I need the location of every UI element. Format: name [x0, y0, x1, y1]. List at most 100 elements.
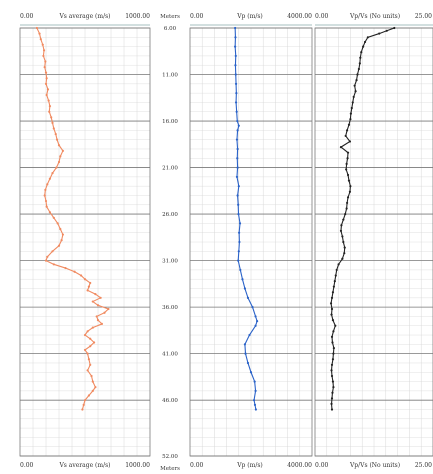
- ratio-point: [335, 268, 338, 272]
- vs-point: [86, 352, 89, 355]
- vs-point: [93, 341, 96, 344]
- vp-point: [252, 399, 256, 402]
- vp-point: [234, 36, 237, 39]
- vs-curve: [36, 27, 110, 410]
- vp-point: [237, 124, 240, 127]
- vs-point: [73, 270, 76, 273]
- vp-curve: [234, 27, 258, 410]
- ratio-point: [344, 212, 347, 216]
- vp-point: [236, 129, 239, 132]
- ratio-point: [353, 84, 356, 87]
- ratio-point: [331, 319, 335, 322]
- ratio-point: [358, 62, 361, 65]
- vp-point: [234, 82, 238, 85]
- vs-point: [38, 32, 41, 35]
- ratio-point: [330, 296, 334, 299]
- vs-point: [107, 307, 110, 311]
- vp-point: [254, 389, 257, 392]
- ratio-point: [330, 408, 334, 411]
- vp-header-max: 4000.00: [287, 13, 312, 20]
- ratio-point: [349, 118, 352, 121]
- ratio-point: [348, 190, 352, 193]
- ratio-point: [349, 185, 352, 188]
- vp-header-min: 0.00: [190, 13, 204, 20]
- vs-point: [90, 374, 93, 378]
- vs-point: [44, 188, 47, 191]
- vs-point: [83, 278, 87, 281]
- ratio-point: [345, 168, 348, 171]
- vs-point: [45, 77, 48, 80]
- ratio-header-max: 25.00: [415, 13, 432, 20]
- vp-footer-label: Vp (m/s): [236, 462, 263, 469]
- vs-track-frame: [19, 27, 151, 457]
- vs-point: [35, 26, 39, 30]
- vs-point: [48, 211, 52, 214]
- vs-point: [50, 116, 53, 119]
- vs-point: [57, 244, 61, 247]
- ratio-point: [333, 279, 336, 283]
- ratio-point: [393, 26, 396, 30]
- depth-tick-label: 6.00: [164, 26, 177, 32]
- vs-point: [59, 155, 62, 158]
- vs-point: [80, 274, 83, 277]
- vp-point: [236, 119, 239, 123]
- ratio-point: [330, 307, 334, 311]
- vs-point: [44, 71, 48, 74]
- vp-point: [237, 212, 240, 216]
- ratio-point: [385, 29, 388, 32]
- ratio-footer-label: Vp/Vs (No units): [349, 462, 400, 469]
- ratio-point: [332, 346, 335, 350]
- vs-point: [44, 82, 48, 85]
- vp-point: [235, 110, 238, 113]
- vp-point: [251, 306, 254, 309]
- vs-point: [48, 177, 52, 180]
- vs-point: [52, 263, 55, 266]
- ratio-point: [343, 252, 346, 255]
- vs-point: [87, 358, 90, 361]
- vp-point: [238, 222, 242, 225]
- ratio-point: [356, 73, 359, 76]
- ratio-point: [340, 224, 343, 227]
- vp-point: [237, 185, 240, 188]
- vp-point: [234, 64, 237, 67]
- ratio-point: [378, 32, 381, 35]
- ratio-point: [342, 218, 345, 221]
- depth-tick-label: 16.00: [162, 119, 178, 125]
- vs-point: [45, 93, 48, 97]
- ratio-point: [347, 179, 351, 182]
- ratio-point: [330, 363, 334, 366]
- vp-point: [237, 250, 240, 253]
- vs-point: [89, 363, 92, 366]
- depth-tick-label: 21.00: [162, 166, 178, 172]
- vp-point: [243, 343, 246, 346]
- ratio-point: [342, 240, 345, 244]
- vs-point: [89, 337, 92, 340]
- vs-point: [91, 326, 94, 329]
- depth-tick-label: 36.00: [162, 305, 178, 311]
- vs-point: [44, 60, 47, 63]
- vp-point: [254, 408, 257, 411]
- vp-point: [236, 147, 239, 151]
- vs-point: [47, 99, 50, 102]
- ratio-point: [347, 123, 351, 126]
- ratio-point: [359, 56, 362, 59]
- ratio-point: [337, 263, 340, 266]
- vp-point: [237, 259, 240, 262]
- ratio-header-min: 0.00: [315, 13, 329, 20]
- vs-point: [83, 333, 87, 337]
- vs-point: [43, 65, 46, 69]
- vs-point: [43, 194, 46, 197]
- vp-point: [246, 296, 250, 299]
- vs-point: [44, 199, 48, 203]
- ratio-point: [331, 341, 334, 344]
- vp-point: [234, 26, 237, 30]
- vs-point: [61, 149, 64, 152]
- ratio-point: [346, 157, 349, 160]
- ratio-point: [331, 291, 335, 294]
- depth-header-label: Meters: [160, 14, 180, 20]
- vs-point: [100, 322, 103, 325]
- vs-point: [54, 132, 57, 136]
- vs-point: [83, 399, 87, 402]
- vs-point: [52, 127, 55, 130]
